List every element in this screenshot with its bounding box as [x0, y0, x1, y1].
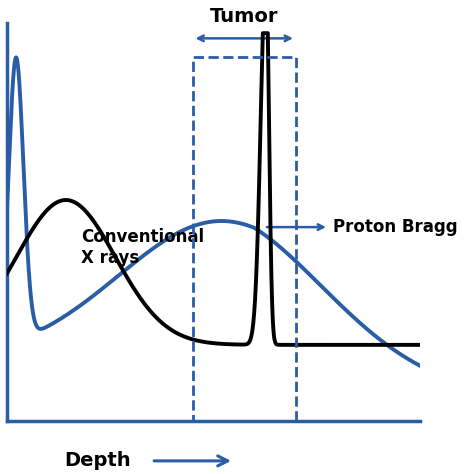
Bar — [192, 57, 296, 421]
Text: Proton Bragg: Proton Bragg — [333, 218, 457, 236]
Text: Conventional
X rays: Conventional X rays — [81, 228, 204, 267]
Text: Tumor: Tumor — [210, 7, 278, 26]
Text: Depth: Depth — [64, 451, 131, 470]
